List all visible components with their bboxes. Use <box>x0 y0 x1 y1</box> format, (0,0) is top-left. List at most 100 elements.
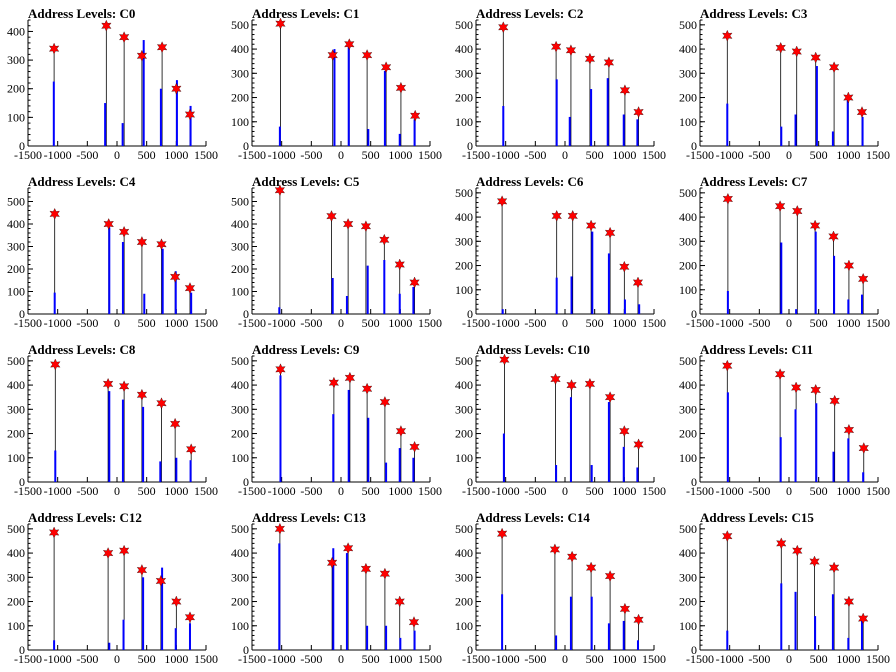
y-tick-label: 300 <box>455 402 473 416</box>
y-tick-label: 100 <box>231 115 249 129</box>
x-tick-label: 1500 <box>866 316 890 330</box>
chart-svg: 0 100 200 300 400 500 -1500 -1000 -500 0 500 1000 15… <box>455 18 666 162</box>
y-tick-label: 0 <box>691 139 697 153</box>
x-tick-label: 0 <box>786 652 792 666</box>
x-tick-label: 0 <box>114 316 120 330</box>
peak-marker <box>722 29 733 42</box>
histogram-bar <box>121 399 124 482</box>
x-tick-label: -500 <box>76 316 98 330</box>
x-tick-label: -500 <box>76 148 98 162</box>
x-tick-label: 1000 <box>612 652 636 666</box>
peak-marker <box>156 41 168 54</box>
histogram-bar <box>385 625 388 650</box>
chart-title: Address Levels: C10 <box>476 342 590 357</box>
histogram-bar <box>108 642 111 650</box>
y-tick-label: 200 <box>231 595 249 609</box>
y-tick-label: 300 <box>679 66 697 80</box>
chart-title: Address Levels: C4 <box>28 174 136 189</box>
peak-marker <box>103 218 114 230</box>
y-tick-label: 500 <box>7 195 25 209</box>
histogram-bar <box>814 231 817 314</box>
x-tick-label: 500 <box>586 484 604 498</box>
x-tick-label: -1500 <box>238 148 266 162</box>
chart-panel: 0 100 200 300 400 500 -1500 -1000 -500 0 500 1000 15… <box>672 168 896 336</box>
x-tick-label: 1000 <box>164 316 188 330</box>
chart-panel: 0 100 200 300 400 500 -1500 -1000 -500 0 500 1000 15… <box>224 504 448 672</box>
x-tick-label: -500 <box>76 484 98 498</box>
x-tick-label: -1500 <box>14 652 42 666</box>
y-tick-label: 200 <box>455 427 473 441</box>
x-tick-label: -500 <box>748 148 770 162</box>
histogram-bar <box>143 293 146 314</box>
histogram-bar <box>413 119 416 146</box>
peak-marker <box>604 391 616 404</box>
histogram-bar <box>570 276 573 314</box>
y-tick-label: 400 <box>231 217 249 231</box>
y-tick-label: 300 <box>231 402 249 416</box>
peak-marker <box>170 271 181 283</box>
y-tick-label: 200 <box>679 259 697 273</box>
peak-marker <box>499 353 510 366</box>
y-tick-label: 100 <box>679 451 697 465</box>
y-tick-label: 400 <box>231 42 249 56</box>
histogram-bar <box>590 465 593 482</box>
x-tick-label: -1500 <box>462 652 490 666</box>
peak-marker <box>119 226 130 238</box>
y-tick-label: 200 <box>679 91 697 105</box>
x-tick-label: -1000 <box>268 652 296 666</box>
peak-marker <box>496 195 508 208</box>
histogram-bar <box>54 450 57 482</box>
peak-marker <box>326 210 337 222</box>
chart-panel: 0 100 200 300 400 500 -1500 -1000 -500 0 500 1000 15… <box>224 336 448 504</box>
chart-svg: 0 100 200 300 400 500 -1500 -1000 -500 0 500 1000 15… <box>231 354 442 498</box>
x-tick-label: -1000 <box>268 148 296 162</box>
histogram-bar <box>815 66 818 146</box>
histogram-bar <box>399 637 402 650</box>
x-tick-label: -500 <box>76 652 98 666</box>
y-tick-label: 100 <box>455 451 473 465</box>
x-tick-label: -1000 <box>44 652 72 666</box>
peak-marker <box>395 425 407 437</box>
x-tick-label: 500 <box>586 316 604 330</box>
y-tick-label: 300 <box>7 53 25 67</box>
y-tick-label: 100 <box>455 619 473 633</box>
peak-marker <box>275 363 286 376</box>
y-tick-label: 100 <box>7 285 25 299</box>
y-tick-label: 100 <box>231 451 249 465</box>
histogram-bar <box>590 89 593 146</box>
histogram-bar <box>161 248 164 314</box>
y-tick-label: 200 <box>7 595 25 609</box>
x-tick-label: 1000 <box>388 316 412 330</box>
y-tick-label: 300 <box>231 240 249 254</box>
x-tick-label: 1000 <box>164 148 188 162</box>
peak-marker <box>380 61 392 74</box>
x-tick-label: 0 <box>562 484 568 498</box>
histogram-bar <box>591 231 594 314</box>
histogram-bar <box>367 417 370 482</box>
y-tick-label: 200 <box>679 427 697 441</box>
histogram-bar <box>174 271 177 314</box>
x-tick-label: 0 <box>338 148 344 162</box>
x-tick-label: -1500 <box>14 316 42 330</box>
y-tick-label: 100 <box>7 619 25 633</box>
histogram-bar <box>159 88 162 146</box>
y-tick-label: 200 <box>7 82 25 96</box>
x-tick-label: 1500 <box>418 484 442 498</box>
y-tick-label: 300 <box>7 570 25 584</box>
peak-marker <box>360 562 372 575</box>
y-tick-label: 0 <box>243 139 249 153</box>
y-tick-label: 400 <box>7 546 25 560</box>
x-tick-label: -500 <box>300 316 322 330</box>
peak-marker <box>858 612 869 625</box>
x-tick-label: 500 <box>362 652 380 666</box>
histogram-bar <box>279 375 282 482</box>
chart-panel: 0 100 200 300 400 500 -1500 -1000 -500 0 500 1000 15… <box>448 504 672 672</box>
histogram-bar <box>780 126 783 146</box>
chart-title: Address Levels: C7 <box>700 174 808 189</box>
peak-marker <box>619 602 631 615</box>
histogram-bar <box>636 467 639 482</box>
y-tick-label: 0 <box>19 139 25 153</box>
chart-title: Address Levels: C2 <box>476 6 584 21</box>
peak-marker <box>409 276 420 289</box>
y-tick-label: 400 <box>455 210 473 224</box>
